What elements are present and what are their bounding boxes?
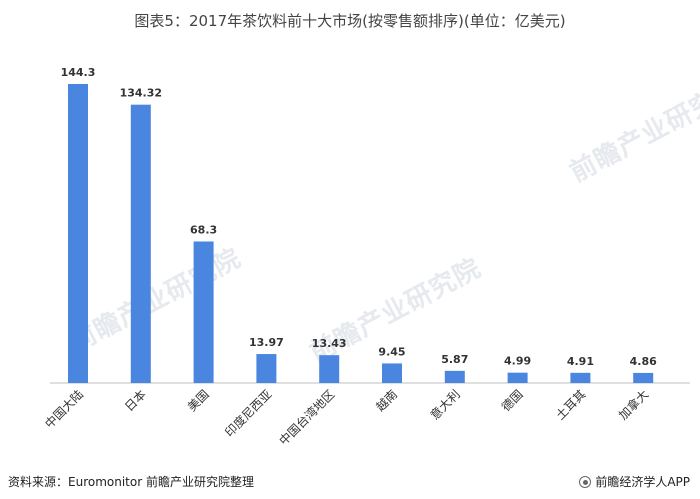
- value-label-0: 144.3: [61, 66, 96, 79]
- value-label-5: 9.45: [378, 345, 405, 358]
- value-label-7: 4.99: [504, 355, 531, 368]
- chart-title: 图表5：2017年茶饮料前十大市场(按零售额排序)(单位：亿美元): [134, 12, 566, 30]
- bar-chart: 144.3 134.32 68.3 13.97 13.43 9.45 5.87 4.99 4.9…: [42, 66, 690, 449]
- value-label-9: 4.86: [630, 355, 657, 368]
- bar-6: [444, 370, 465, 383]
- value-label-1: 134.32: [120, 87, 162, 100]
- bar-2: [193, 241, 214, 383]
- bar-9: [633, 372, 654, 383]
- brand-text: 前瞻经济学人APP: [595, 475, 690, 489]
- bar-0: [68, 84, 88, 383]
- category-label-5: 越南: [373, 387, 401, 415]
- category-label-2: 美国: [185, 387, 212, 414]
- value-label-3: 13.97: [249, 336, 284, 349]
- value-label-4: 13.43: [312, 337, 347, 350]
- value-label-6: 5.87: [441, 353, 468, 366]
- category-label-3: 印度尼西亚: [221, 387, 274, 440]
- bar-4: [319, 355, 340, 383]
- bar-5: [382, 363, 402, 383]
- category-label-1: 日本: [122, 387, 149, 414]
- category-label-6: 意大利: [427, 387, 463, 423]
- brand: 前瞻经济学人APP: [579, 473, 690, 490]
- value-label-2: 68.3: [190, 223, 217, 236]
- source-note: 资料来源：Euromonitor 前瞻产业研究院整理: [8, 475, 254, 489]
- value-label-8: 4.91: [567, 355, 594, 368]
- category-label-4: 中国台湾地区: [276, 387, 338, 449]
- brand-logo-icon: [579, 475, 592, 488]
- category-label-9: 加拿大: [615, 387, 651, 423]
- category-label-8: 土耳其: [553, 387, 588, 422]
- bar-3: [256, 354, 277, 383]
- bar-1: [130, 104, 151, 384]
- category-label-7: 德国: [498, 387, 526, 415]
- category-label-0: 中国大陆: [42, 387, 87, 432]
- bar-7: [507, 372, 528, 383]
- bar-8: [570, 372, 591, 383]
